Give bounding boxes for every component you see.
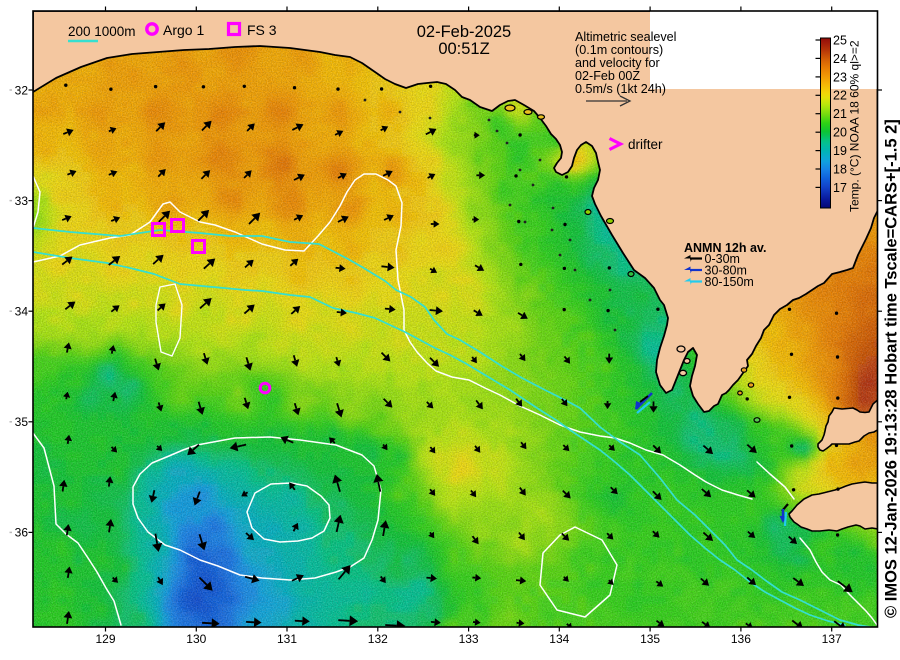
- svg-text:19: 19: [833, 144, 847, 158]
- svg-text:129: 129: [95, 632, 115, 646]
- svg-text:FS 3: FS 3: [247, 22, 277, 38]
- svg-text:and velocity for: and velocity for: [575, 56, 660, 70]
- svg-text:23: 23: [833, 70, 847, 84]
- svg-text:Altimetric sealevel: Altimetric sealevel: [575, 30, 676, 44]
- svg-text:137: 137: [822, 632, 842, 646]
- svg-text:02-Feb 00Z: 02-Feb 00Z: [575, 69, 640, 83]
- svg-text:18: 18: [833, 162, 847, 176]
- svg-text:drifter: drifter: [628, 137, 663, 152]
- svg-text:134: 134: [549, 632, 569, 646]
- svg-text:Argo 1: Argo 1: [163, 22, 204, 38]
- svg-text:132: 132: [368, 632, 388, 646]
- svg-text:(0.1m contours): (0.1m contours): [575, 43, 663, 57]
- svg-text:131: 131: [277, 632, 297, 646]
- svg-text:133: 133: [459, 632, 479, 646]
- svg-text:00:51Z: 00:51Z: [438, 40, 489, 58]
- svg-text:136: 136: [731, 632, 751, 646]
- svg-text:36: 36: [15, 526, 29, 540]
- svg-text:20: 20: [833, 126, 847, 140]
- svg-text:80-150m: 80-150m: [705, 275, 754, 289]
- svg-text:22: 22: [833, 89, 847, 103]
- svg-text:34: 34: [15, 305, 29, 319]
- svg-text:130: 130: [186, 632, 206, 646]
- svg-text:© IMOS 12-Jan-2026 19:13:28 Ho: © IMOS 12-Jan-2026 19:13:28 Hobart time …: [883, 119, 900, 618]
- svg-text:Temp. (°C) NOAA 18 60% ql>=2: Temp. (°C) NOAA 18 60% ql>=2: [848, 40, 862, 212]
- svg-text:30-80m: 30-80m: [705, 264, 747, 278]
- svg-text:17: 17: [833, 181, 847, 195]
- svg-text:21: 21: [833, 107, 847, 121]
- svg-text:24: 24: [833, 52, 847, 66]
- svg-text:200 1000m: 200 1000m: [68, 24, 136, 39]
- svg-text:32: 32: [15, 83, 29, 97]
- svg-text:0-30m: 0-30m: [705, 252, 740, 266]
- svg-text:0.5m/s (1kt 24h): 0.5m/s (1kt 24h): [575, 82, 666, 96]
- svg-text:135: 135: [640, 632, 660, 646]
- svg-text:02-Feb-2025: 02-Feb-2025: [417, 23, 511, 41]
- svg-text:33: 33: [15, 194, 29, 208]
- svg-text:ANMN 12h av.: ANMN 12h av.: [684, 241, 766, 255]
- svg-text:25: 25: [833, 33, 847, 47]
- svg-text:35: 35: [15, 415, 29, 429]
